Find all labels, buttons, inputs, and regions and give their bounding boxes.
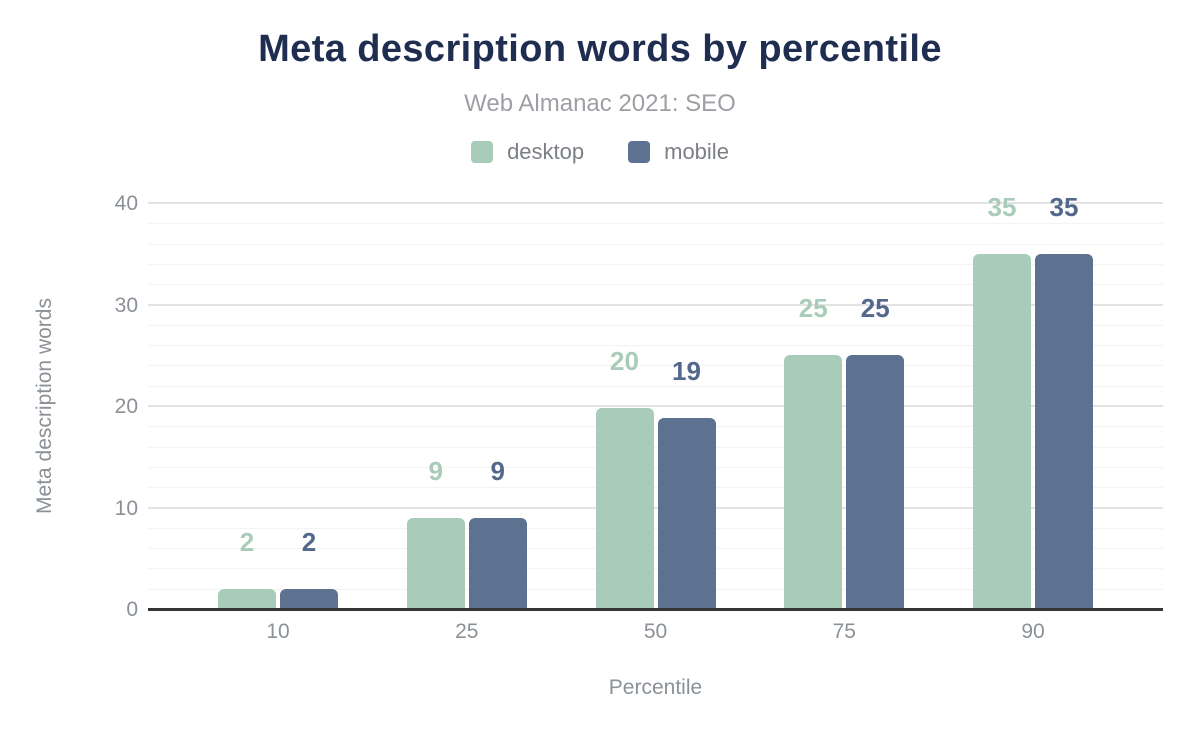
y-tick-label: 20 xyxy=(114,395,138,418)
x-tick-label: 25 xyxy=(455,620,479,643)
y-tick-label: 10 xyxy=(114,496,138,520)
chart-subtitle: Web Almanac 2021: SEO xyxy=(464,90,736,117)
legend-swatch-desktop xyxy=(471,141,494,163)
legend-label-desktop: desktop xyxy=(507,139,585,164)
x-axis-title: Percentile xyxy=(608,676,703,699)
y-tick-label: 30 xyxy=(114,293,138,317)
bar-desktop-50 xyxy=(595,408,654,609)
x-tick-label: 75 xyxy=(832,620,856,643)
value-label-desktop-75: 25 xyxy=(798,293,828,324)
minor-gridline xyxy=(148,446,1163,448)
legend-label-mobile: mobile xyxy=(664,139,729,164)
legend: desktop mobile xyxy=(0,139,1200,165)
value-label-mobile-25: 9 xyxy=(490,455,505,486)
chart-title: Meta description words by percentile xyxy=(258,28,942,70)
major-gridline xyxy=(148,303,1163,306)
x-tick-label: 90 xyxy=(1021,620,1045,643)
y-tick-label: 0 xyxy=(126,598,138,621)
minor-gridline xyxy=(148,426,1163,428)
value-label-mobile-50: 19 xyxy=(672,356,701,387)
minor-gridline xyxy=(148,263,1163,265)
minor-gridline xyxy=(148,466,1163,468)
bar-mobile-25 xyxy=(468,517,527,609)
x-tick-label: 50 xyxy=(643,620,668,643)
bar-desktop-10 xyxy=(218,588,276,609)
x-tick-label: 10 xyxy=(266,620,290,643)
legend-swatch-mobile xyxy=(628,141,651,163)
minor-gridline xyxy=(148,568,1163,570)
major-gridline xyxy=(148,405,1163,407)
value-label-desktop-25: 9 xyxy=(428,455,443,486)
bar-mobile-75 xyxy=(846,355,905,609)
bar-desktop-90 xyxy=(973,253,1031,609)
legend-item-desktop: desktop xyxy=(471,139,584,165)
y-axis-title: Meta description words xyxy=(33,298,56,514)
x-axis-line xyxy=(148,608,1163,611)
minor-gridline xyxy=(148,527,1163,529)
bar-desktop-25 xyxy=(406,517,465,609)
bar-mobile-90 xyxy=(1035,253,1093,609)
minor-gridline xyxy=(148,223,1163,225)
legend-item-mobile: mobile xyxy=(628,139,729,165)
minor-gridline xyxy=(148,548,1163,550)
major-gridline xyxy=(148,202,1163,204)
value-label-desktop-10: 2 xyxy=(239,526,255,557)
minor-gridline xyxy=(148,345,1163,347)
minor-gridline xyxy=(148,588,1163,590)
minor-gridline xyxy=(148,487,1163,489)
minor-gridline xyxy=(148,324,1163,326)
minor-gridline xyxy=(148,243,1163,245)
value-label-mobile-10: 2 xyxy=(301,526,317,557)
bar-desktop-75 xyxy=(784,355,843,609)
value-label-desktop-90: 35 xyxy=(987,191,1017,222)
value-label-desktop-50: 20 xyxy=(610,346,639,377)
major-gridline xyxy=(148,506,1163,509)
y-tick-label: 40 xyxy=(114,192,138,215)
value-label-mobile-75: 25 xyxy=(860,293,890,324)
value-label-mobile-90: 35 xyxy=(1049,191,1079,222)
minor-gridline xyxy=(148,284,1163,286)
minor-gridline xyxy=(148,365,1163,367)
minor-gridline xyxy=(148,385,1163,387)
bar-mobile-10 xyxy=(280,588,338,609)
bar-mobile-50 xyxy=(657,418,716,609)
